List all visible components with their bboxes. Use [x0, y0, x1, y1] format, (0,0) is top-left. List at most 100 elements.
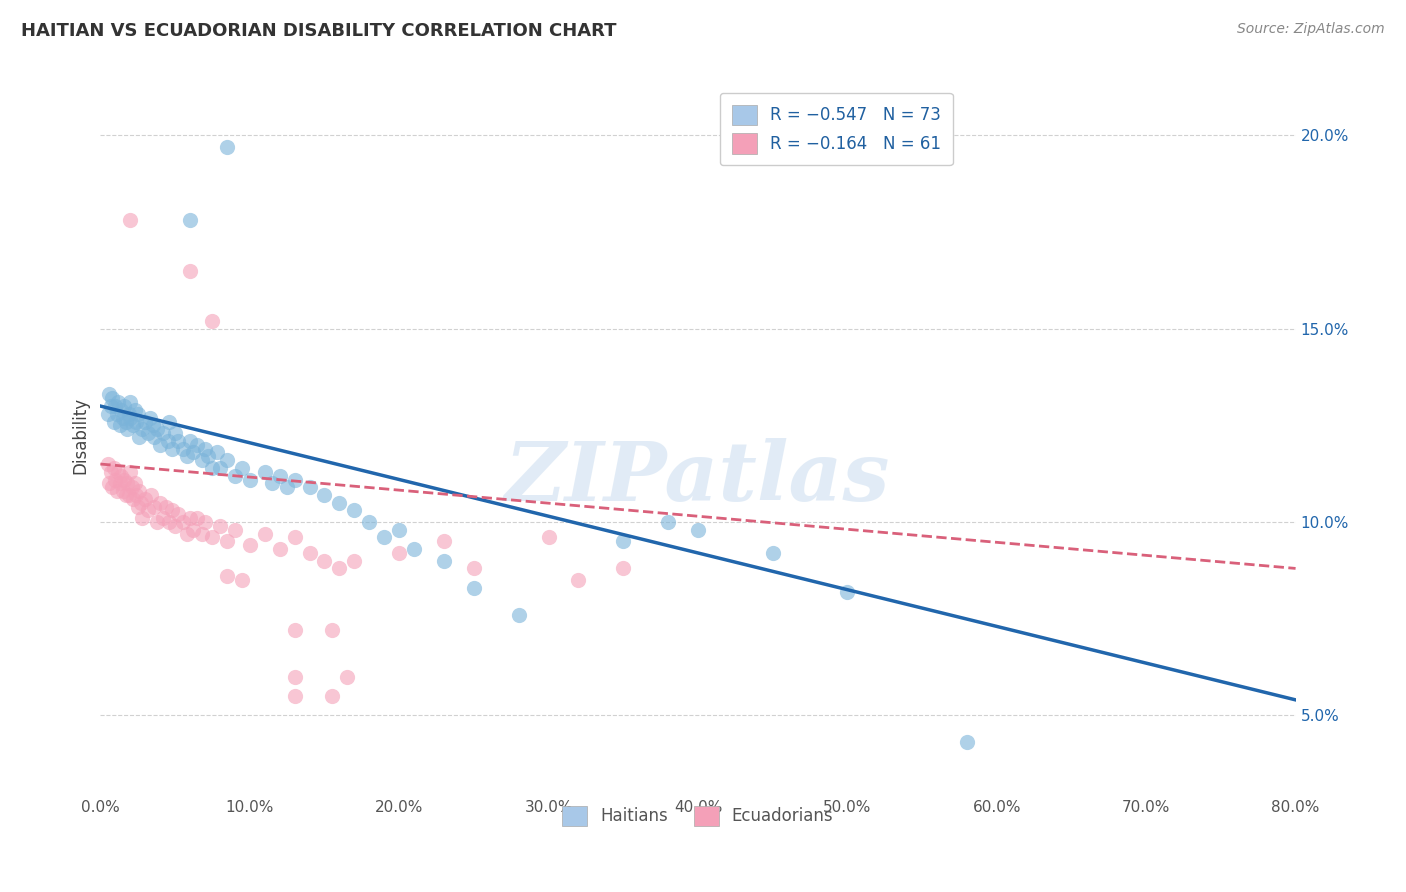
- Point: [262, 476, 284, 491]
- Point: [149, 438, 172, 452]
- Point: [201, 531, 224, 545]
- Point: [181, 445, 204, 459]
- Point: [143, 430, 166, 444]
- Point: [136, 503, 159, 517]
- Point: [143, 500, 166, 514]
- Point: [134, 491, 156, 506]
- Point: [125, 488, 148, 502]
- Point: [100, 399, 122, 413]
- Point: [117, 422, 139, 436]
- Point: [179, 434, 201, 448]
- Point: [100, 465, 122, 479]
- Point: [231, 573, 253, 587]
- Point: [186, 511, 208, 525]
- Point: [321, 624, 343, 638]
- Point: [112, 473, 135, 487]
- Point: [157, 515, 180, 529]
- Point: [165, 519, 187, 533]
- Point: [956, 735, 979, 749]
- Point: [388, 523, 411, 537]
- Point: [336, 670, 359, 684]
- Point: [359, 515, 381, 529]
- Point: [172, 442, 194, 456]
- Point: [131, 511, 153, 525]
- Point: [152, 511, 174, 525]
- Point: [217, 569, 239, 583]
- Text: ZIPatlas: ZIPatlas: [505, 438, 891, 518]
- Point: [179, 264, 201, 278]
- Point: [314, 488, 336, 502]
- Point: [224, 468, 246, 483]
- Point: [108, 418, 131, 433]
- Point: [197, 450, 219, 464]
- Point: [686, 523, 709, 537]
- Point: [328, 561, 350, 575]
- Point: [373, 531, 395, 545]
- Point: [110, 468, 132, 483]
- Point: [111, 484, 134, 499]
- Point: [194, 515, 217, 529]
- Point: [253, 465, 276, 479]
- Point: [284, 670, 307, 684]
- Point: [138, 410, 160, 425]
- Point: [127, 407, 149, 421]
- Point: [657, 515, 679, 529]
- Point: [181, 523, 204, 537]
- Point: [129, 496, 152, 510]
- Point: [105, 407, 128, 421]
- Point: [146, 515, 169, 529]
- Point: [120, 395, 142, 409]
- Point: [217, 140, 239, 154]
- Point: [134, 415, 156, 429]
- Point: [118, 407, 141, 421]
- Point: [191, 453, 214, 467]
- Point: [141, 488, 163, 502]
- Point: [117, 476, 139, 491]
- Point: [120, 213, 142, 227]
- Point: [837, 584, 859, 599]
- Point: [463, 561, 485, 575]
- Point: [612, 561, 634, 575]
- Point: [97, 457, 120, 471]
- Point: [537, 531, 560, 545]
- Point: [343, 554, 366, 568]
- Point: [276, 480, 298, 494]
- Point: [298, 546, 321, 560]
- Point: [136, 426, 159, 441]
- Point: [101, 480, 124, 494]
- Point: [284, 473, 307, 487]
- Point: [217, 453, 239, 467]
- Point: [98, 476, 121, 491]
- Point: [343, 503, 366, 517]
- Point: [201, 461, 224, 475]
- Point: [152, 426, 174, 441]
- Point: [208, 519, 231, 533]
- Point: [149, 496, 172, 510]
- Point: [112, 399, 135, 413]
- Point: [404, 542, 426, 557]
- Point: [157, 415, 180, 429]
- Point: [155, 500, 177, 514]
- Point: [284, 624, 307, 638]
- Point: [176, 450, 198, 464]
- Point: [194, 442, 217, 456]
- Point: [179, 511, 201, 525]
- Point: [508, 607, 530, 622]
- Point: [201, 314, 224, 328]
- Point: [321, 689, 343, 703]
- Point: [128, 484, 150, 499]
- Text: Source: ZipAtlas.com: Source: ZipAtlas.com: [1237, 22, 1385, 37]
- Point: [167, 508, 190, 522]
- Point: [127, 500, 149, 514]
- Point: [433, 534, 456, 549]
- Point: [105, 484, 128, 499]
- Text: HAITIAN VS ECUADORIAN DISABILITY CORRELATION CHART: HAITIAN VS ECUADORIAN DISABILITY CORRELA…: [21, 22, 617, 40]
- Point: [131, 422, 153, 436]
- Point: [284, 689, 307, 703]
- Point: [314, 554, 336, 568]
- Point: [433, 554, 456, 568]
- Point: [124, 403, 146, 417]
- Point: [231, 461, 253, 475]
- Point: [146, 422, 169, 436]
- Point: [179, 213, 201, 227]
